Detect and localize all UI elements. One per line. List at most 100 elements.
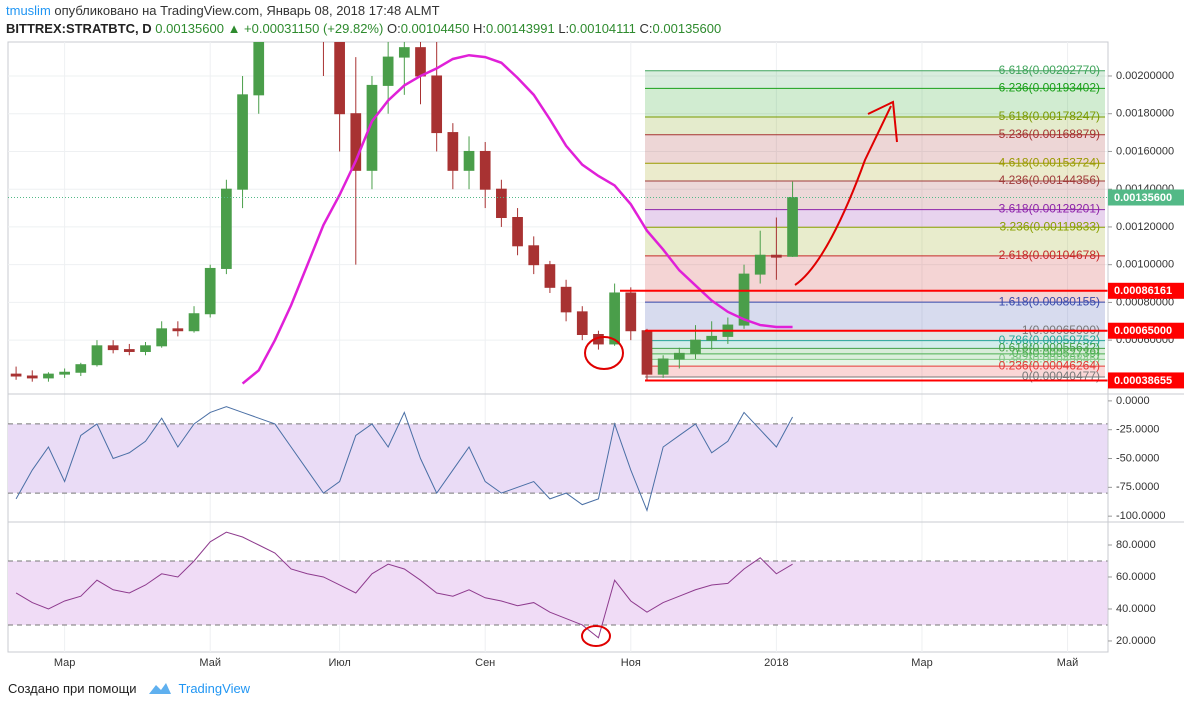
- y-tick-label: 0.00200000: [1116, 70, 1174, 82]
- oscillator-line: [15, 406, 793, 512]
- published: опубликовано на TradingView.com, Январь …: [54, 3, 440, 18]
- candle-body: [221, 188, 232, 269]
- oscillator: [15, 531, 793, 639]
- chart: 6.618(0.00202770) 6.236(0.00193402) 5.618(…: [7, 41, 1184, 669]
- fib-label: 4.236(0.00144356): [999, 173, 1100, 187]
- candle-body: [59, 371, 70, 375]
- fib-label: 0.618(0.00055632): [999, 341, 1100, 355]
- arrow-head: [867, 100, 898, 143]
- fib-zone: [645, 88, 1105, 118]
- circle-mark: [584, 336, 624, 370]
- logo-shape: [148, 683, 171, 694]
- fib-label: 6.236(0.00193402): [999, 81, 1100, 95]
- data-layer: [8, 42, 1108, 639]
- fib-label: 0.5(0.00052739): [1012, 346, 1100, 360]
- candle-body: [463, 150, 475, 171]
- candle-body: [657, 358, 669, 375]
- y-tick-label: 0.00160000: [1116, 145, 1174, 157]
- y-tick-label: 0.00100000: [1116, 259, 1174, 271]
- fib-label: 3.618(0.00129201): [999, 202, 1100, 216]
- candle-body: [398, 47, 410, 58]
- fib-label: 2.618(0.00104678): [999, 248, 1100, 262]
- candle-body: [156, 328, 168, 347]
- candle-body: [26, 375, 38, 379]
- x-tick-label: Мар: [911, 657, 933, 669]
- candle-body: [706, 335, 718, 341]
- candle-body: [609, 292, 620, 345]
- candle-body: [123, 349, 135, 352]
- x-tick-label: 2018: [764, 657, 788, 669]
- candle-body: [690, 339, 701, 354]
- x-tick-label: Сен: [475, 657, 495, 669]
- fib-zone: [645, 366, 1105, 378]
- candle-body: [415, 47, 426, 77]
- candle-body: [43, 373, 54, 379]
- annotations: [581, 100, 898, 647]
- candle-body: [528, 245, 540, 266]
- fib-zone: [645, 209, 1105, 228]
- symbol: BITTREX:STRATBTC, D: [6, 21, 152, 36]
- candle-body: [431, 75, 443, 134]
- price-badge: [1108, 189, 1184, 206]
- fib-zone: [645, 180, 1105, 210]
- candle-body: [334, 42, 345, 115]
- x-tick-label: Май: [199, 657, 221, 669]
- fib-label: 4.618(0.00153724): [999, 155, 1100, 169]
- price-series: [8, 42, 1108, 385]
- fib-zone: [645, 227, 1105, 256]
- arrow: [794, 105, 892, 286]
- grid-layer: [8, 42, 1108, 652]
- candle-body: [107, 345, 119, 351]
- y-tick-label: 0.00080000: [1116, 296, 1174, 308]
- x-tick-label: Мар: [54, 657, 76, 669]
- candle-body: [560, 286, 572, 313]
- oscillator: [15, 406, 793, 512]
- y-tick-label: -50.0000: [1116, 452, 1159, 464]
- candle-body: [479, 150, 491, 190]
- price-badge-label: 0.00135600: [1114, 192, 1172, 204]
- axis-layer: Мар Май Июл Сен Ноя 2018 Мар Май0.000600000.000…: [54, 70, 1184, 669]
- fib-label: 5.236(0.00168879): [999, 127, 1100, 141]
- y-tick-label: 40.0000: [1116, 603, 1156, 615]
- fib-zone: [645, 117, 1105, 135]
- candle-body: [754, 254, 766, 275]
- footer-text: Создано при помощи: [8, 680, 137, 696]
- plot-frame: [7, 41, 1109, 653]
- candle-body: [172, 328, 184, 332]
- candle-body: [204, 267, 216, 315]
- x-tick-label: Июл: [328, 657, 350, 669]
- candle-body: [366, 84, 378, 171]
- band-fill: [8, 423, 1108, 494]
- author[interactable]: tmuslim: [6, 3, 51, 18]
- candle-body: [382, 56, 394, 86]
- oscillator-line: [15, 531, 793, 639]
- candle-body: [91, 345, 103, 366]
- brand[interactable]: TradingView: [178, 680, 251, 696]
- candle-body: [447, 132, 459, 171]
- fib-label: 3.236(0.00119833): [999, 219, 1100, 233]
- candle-body: [625, 292, 637, 332]
- ohlc-value: 0.00104450: [400, 21, 470, 36]
- candle-body: [576, 311, 588, 335]
- candle-body: [75, 364, 87, 373]
- fib-zone: [645, 359, 1105, 367]
- x-tick-label: Май: [1057, 657, 1079, 669]
- fib-zone: [645, 348, 1105, 354]
- ohlc-value: 0.00143991: [486, 21, 555, 36]
- ohlc-label: C:: [639, 21, 653, 36]
- fib-label: 6.618(0.00202770): [999, 63, 1100, 77]
- logo[interactable]: [147, 680, 173, 696]
- candle-body: [10, 373, 22, 377]
- ohlc-label: O:: [386, 21, 401, 36]
- last-price: 0.00135600: [155, 21, 224, 36]
- fib-zone: [645, 255, 1105, 303]
- y-tick-label: 80.0000: [1116, 539, 1156, 551]
- fib-zone: [645, 330, 1105, 341]
- y-tick-label: 20.0000: [1116, 635, 1156, 647]
- fib-label: 0.236(0.00046264): [999, 358, 1100, 372]
- candle-body: [188, 313, 200, 332]
- footer: Создано при помощи TradingView: [8, 680, 250, 696]
- y-tick-label: 0.00120000: [1116, 221, 1174, 233]
- fib-zone: [645, 70, 1105, 89]
